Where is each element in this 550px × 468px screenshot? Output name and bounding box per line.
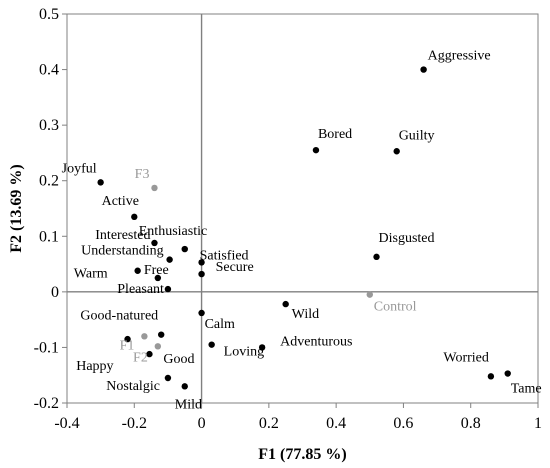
- x-tick-label: 1: [534, 415, 542, 432]
- product-point-label: F2: [133, 350, 148, 365]
- plot-frame: [66, 13, 539, 404]
- term-point: [181, 383, 188, 390]
- term-point: [154, 274, 162, 282]
- x-tick-label: 0.2: [259, 415, 279, 432]
- y-tick-label: 0.3: [39, 117, 59, 134]
- axes: [62, 13, 539, 408]
- term-point: [393, 148, 400, 155]
- term-point: [146, 350, 153, 358]
- x-tick-label: 0.8: [461, 415, 481, 432]
- term-point: [151, 239, 158, 247]
- y-tick-label: 0.2: [39, 173, 59, 190]
- term-point-label: Disgusted: [379, 231, 435, 246]
- term-point-label: Happy: [76, 359, 113, 374]
- product-point: [151, 184, 158, 192]
- y-tick-label: 0.1: [39, 228, 59, 245]
- term-point-label: Satisfied: [200, 248, 249, 263]
- term-point-label: Tame: [511, 382, 542, 397]
- term-point: [181, 245, 188, 253]
- term-point: [198, 259, 205, 266]
- term-point-label: Good-natured: [80, 309, 158, 324]
- term-point: [124, 335, 131, 343]
- product-point: [141, 333, 148, 340]
- y-axis-title: F2 (13.69 %): [8, 164, 25, 252]
- y-tick-label: -0.1: [34, 339, 59, 356]
- term-point-label: Worried: [443, 350, 489, 365]
- term-point: [164, 285, 172, 293]
- product-point: [154, 343, 162, 350]
- x-tick-label: 0: [198, 415, 206, 432]
- x-tick-label: 0.6: [393, 415, 413, 432]
- term-point-label: Understanding: [81, 244, 163, 259]
- product-point-label: F3: [135, 167, 150, 182]
- term-point: [504, 370, 511, 377]
- term-point-label: Good: [163, 352, 194, 367]
- term-point-label: Guilty: [399, 128, 435, 143]
- data-points: [97, 66, 511, 390]
- term-point: [131, 213, 138, 221]
- term-point: [164, 374, 172, 382]
- term-point-label: Bored: [318, 127, 352, 142]
- y-tick-label: 0.4: [39, 62, 59, 79]
- term-point: [166, 256, 173, 263]
- term-point: [373, 253, 380, 261]
- term-point-label: Mild: [175, 397, 202, 412]
- term-point: [97, 179, 104, 186]
- term-point-label: Pleasant: [117, 282, 164, 297]
- term-point: [487, 373, 495, 380]
- y-tick-label: 0: [51, 284, 59, 301]
- term-point: [198, 309, 205, 317]
- point-labels: Aggressive Bored Guilty Joyful Active Interes…: [62, 49, 542, 413]
- term-point-label: Enthusiastic: [139, 224, 207, 239]
- product-point-label: Control: [374, 300, 417, 315]
- term-point: [258, 344, 266, 351]
- term-point-label: Aggressive: [428, 49, 491, 64]
- x-tick-label: 0.4: [326, 415, 346, 432]
- product-point-label: F1: [120, 338, 135, 353]
- term-point: [158, 331, 165, 338]
- term-point: [134, 267, 141, 274]
- term-point: [198, 270, 205, 278]
- term-point: [420, 66, 427, 73]
- y-tick-label: -0.2: [34, 395, 59, 412]
- x-tick-label: -0.4: [54, 415, 79, 432]
- term-point-label: Active: [102, 194, 139, 209]
- tick-labels: -0.4 -0.2 0 0.2 0.4 0.6 0.8 1 -0.2 -0.1 0 0.1 0.2 0.3…: [34, 6, 542, 432]
- term-point: [282, 300, 289, 308]
- y-tick-label: 0.5: [39, 6, 59, 23]
- term-point-label: Calm: [205, 317, 235, 332]
- term-point-label: Joyful: [62, 161, 97, 176]
- term-point-label: Interested: [95, 228, 150, 243]
- term-point-label: Secure: [216, 260, 254, 275]
- term-point-label: Wild: [292, 307, 319, 322]
- term-point-label: Nostalgic: [106, 379, 160, 394]
- term-point: [208, 341, 215, 348]
- term-point-label: Loving: [224, 345, 264, 360]
- x-tick-label: -0.2: [122, 415, 147, 432]
- term-point-label: Adventurous: [280, 334, 352, 349]
- product-point: [366, 291, 373, 298]
- x-axis-title: F1 (77.85 %): [258, 446, 346, 463]
- term-point-label: Free: [144, 263, 169, 278]
- term-point-label: Warm: [74, 267, 108, 282]
- term-point: [312, 146, 320, 154]
